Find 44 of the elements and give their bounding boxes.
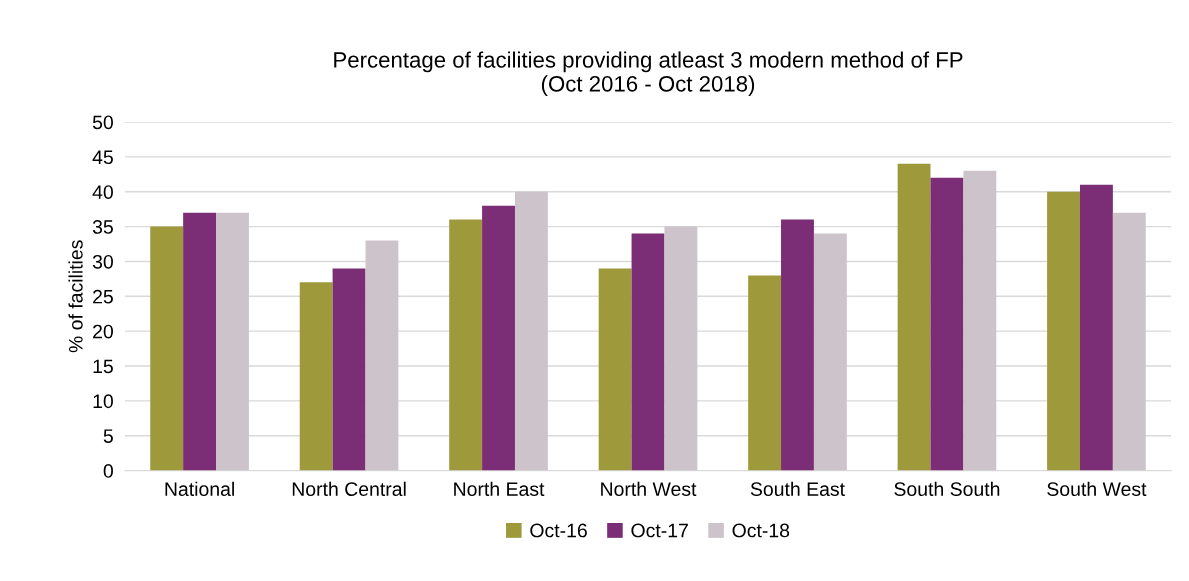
bar <box>365 240 399 471</box>
legend-label: Oct-17 <box>631 523 688 538</box>
bar <box>482 205 515 471</box>
legend-label: Oct-16 <box>530 523 587 538</box>
y-tick-label: 35 <box>92 220 113 234</box>
y-tick-label: 50 <box>92 115 113 130</box>
y-tick-label: 40 <box>92 185 113 199</box>
bar <box>183 212 217 471</box>
y-tick-label: 15 <box>93 359 113 374</box>
bar <box>1079 184 1113 471</box>
bar <box>299 282 333 471</box>
chart-title: Percentage of facilities providing atleast 3 modern method of FP (Oct 2016 - Oct 2018) <box>334 51 963 97</box>
bar <box>781 219 814 471</box>
bar <box>748 275 782 471</box>
bar <box>963 170 997 471</box>
x-tick-label: South West <box>1047 481 1147 496</box>
bar <box>1047 191 1080 471</box>
x-tick-label: North East <box>454 481 545 496</box>
x-tick-label: South South <box>894 481 1000 496</box>
bar <box>631 233 665 471</box>
bar <box>1112 212 1146 471</box>
y-tick-label: 5 <box>103 429 113 443</box>
y-tick-label: 20 <box>93 324 113 339</box>
bar <box>216 212 249 471</box>
bar <box>449 219 483 471</box>
bar <box>150 226 184 471</box>
legend-label: Oct-18 <box>732 523 790 538</box>
y-tick-label: 30 <box>92 254 113 269</box>
x-tick-label: South East <box>750 481 845 496</box>
bar <box>813 233 847 471</box>
x-tick-label: North Central <box>292 481 406 496</box>
y-tick-label: 10 <box>93 394 113 409</box>
y-tick-label: 25 <box>93 289 113 304</box>
y-axis-title: % of facilities <box>68 240 83 353</box>
bar <box>897 163 931 471</box>
y-tick-label: 45 <box>92 150 113 165</box>
bar <box>332 268 366 471</box>
bar <box>598 268 632 471</box>
bar <box>930 177 964 471</box>
bar <box>664 226 698 471</box>
y-tick-label: 0 <box>103 464 113 478</box>
bar <box>514 191 548 471</box>
x-tick-label: National <box>165 481 234 496</box>
x-tick-label: North West <box>601 481 697 496</box>
